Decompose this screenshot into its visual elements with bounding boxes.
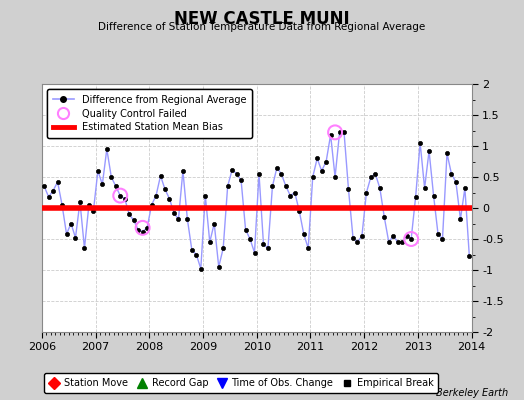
Text: NEW CASTLE MUNI: NEW CASTLE MUNI [174, 10, 350, 28]
Point [116, 192, 124, 199]
Point [407, 236, 416, 242]
Text: Difference of Station Temperature Data from Regional Average: Difference of Station Temperature Data f… [99, 22, 425, 32]
Point [331, 129, 339, 136]
Legend: Difference from Regional Average, Quality Control Failed, Estimated Station Mean: Difference from Regional Average, Qualit… [47, 89, 252, 138]
Point [138, 225, 147, 231]
Text: Berkeley Earth: Berkeley Earth [436, 388, 508, 398]
Legend: Station Move, Record Gap, Time of Obs. Change, Empirical Break: Station Move, Record Gap, Time of Obs. C… [44, 374, 438, 393]
Y-axis label: Monthly Temperature Anomaly Difference (°C): Monthly Temperature Anomaly Difference (… [523, 95, 524, 321]
